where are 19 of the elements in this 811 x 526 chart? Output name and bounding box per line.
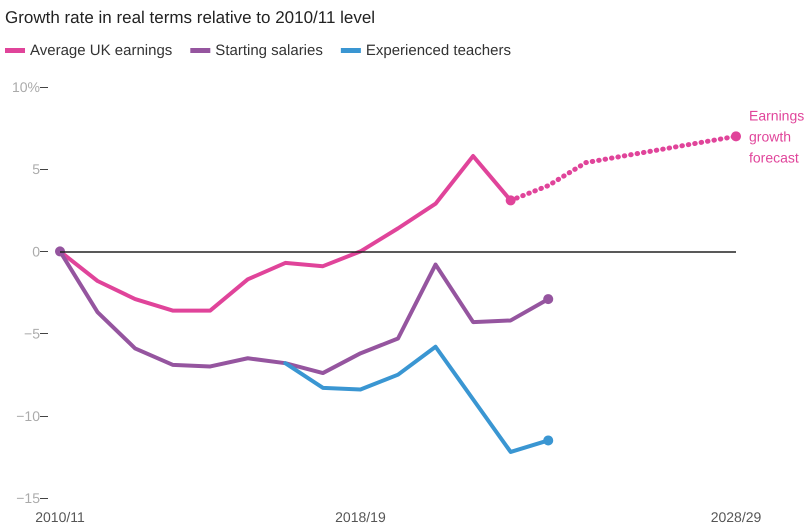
chart-title: Growth rate in real terms relative to 2010/11 level <box>5 8 376 27</box>
legend-label: Experienced teachers <box>366 42 511 59</box>
point <box>506 195 516 206</box>
legend-label: Starting salaries <box>215 42 323 59</box>
y-tick-label: −10 <box>16 408 40 424</box>
x-tick-label: 2028/29 <box>710 509 762 525</box>
y-tick-label: −15 <box>16 490 40 506</box>
point <box>543 435 554 446</box>
x-tick-label: 2018/19 <box>335 509 386 525</box>
y-tick-label: 5 <box>32 161 40 178</box>
y-tick-label: 10% <box>12 79 40 95</box>
y-tick-label: 0 <box>32 243 40 260</box>
point <box>543 294 554 304</box>
legend-label: Average UK earnings <box>30 42 172 59</box>
annotation: Earnings growth forecast <box>749 107 804 166</box>
x-tick-label: 2010/11 <box>35 509 85 525</box>
point <box>731 131 741 142</box>
y-tick-label: −5 <box>24 326 40 342</box>
point <box>55 246 65 256</box>
